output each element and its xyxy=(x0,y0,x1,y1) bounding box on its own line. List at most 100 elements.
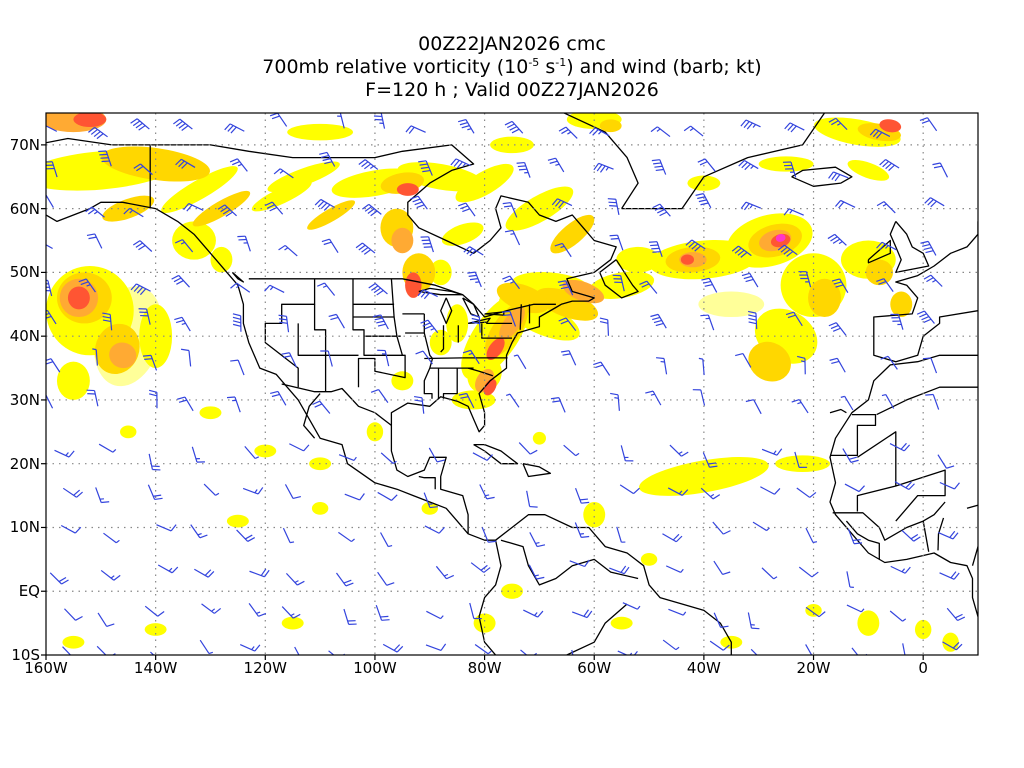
state-border-14 xyxy=(442,368,458,399)
wind-barb-132 xyxy=(462,349,480,365)
wind-barb-32 xyxy=(130,283,151,296)
guinea-liberia-border xyxy=(845,520,880,560)
wind-barb-163 xyxy=(574,488,590,504)
wind-barb-200 xyxy=(701,277,718,293)
vorticity-contour-24 xyxy=(446,304,469,343)
vorticity-contour-56 xyxy=(914,619,932,640)
vorticity-contour-35 xyxy=(687,175,721,191)
vorticity-contour-23 xyxy=(451,390,496,410)
wind-barb-254 xyxy=(876,201,896,214)
wind-barb-275 xyxy=(939,481,960,490)
wind-barb-127 xyxy=(450,158,471,169)
wind-barb-167 xyxy=(571,649,574,655)
vorticity-contour-98 xyxy=(486,337,505,361)
wind-barb-42 xyxy=(173,118,193,131)
wind-barb-78 xyxy=(289,443,310,452)
vorticity-contour-100 xyxy=(680,254,695,265)
vorticity-contour-44 xyxy=(254,444,277,458)
wind-barb-131 xyxy=(471,314,481,333)
wind-barb-56 xyxy=(224,123,245,134)
wind-barb-113 xyxy=(418,160,433,176)
wind-barb-103 xyxy=(372,314,389,330)
wind-barb-114 xyxy=(410,195,428,210)
wind-barb-10 xyxy=(60,524,82,534)
cuba-coast xyxy=(473,443,519,465)
vorticity-contour-96 xyxy=(396,183,419,196)
title-exponent-1: -5 xyxy=(528,56,540,69)
wind-barb-164 xyxy=(574,522,590,538)
wind-barb-16 xyxy=(85,206,105,218)
title-line-date: 00Z22JAN2026 cmc xyxy=(418,33,606,55)
vorticity-contour-8 xyxy=(139,304,173,369)
wind-barb-39 xyxy=(157,564,179,574)
wind-barb-248 xyxy=(847,528,863,545)
wind-barb-274 xyxy=(937,454,955,469)
wind-barb-161 xyxy=(550,397,566,413)
south-america-borders xyxy=(500,539,639,586)
wind-barb-173 xyxy=(599,317,610,336)
vorticity-contour-14 xyxy=(505,186,574,231)
wind-barb-63 xyxy=(226,396,241,413)
wind-barb-27 xyxy=(96,645,116,655)
wind-barb-106 xyxy=(380,452,397,465)
vorticity-contour-5 xyxy=(251,180,312,212)
wind-barb-150 xyxy=(529,532,546,548)
wind-barb-271 xyxy=(916,310,935,324)
wind-barb-82 xyxy=(281,606,301,619)
mali-border xyxy=(895,469,946,522)
title-unit-s: s xyxy=(539,56,556,78)
wind-barb-205 xyxy=(700,487,721,500)
wind-barb-265 xyxy=(902,643,906,655)
wind-barb-119 xyxy=(414,395,425,414)
wind-barbs xyxy=(46,113,966,655)
coastlines xyxy=(46,113,978,655)
wind-barb-29 xyxy=(133,163,153,176)
lon-label-0: 0 xyxy=(918,659,928,677)
wind-barb-253 xyxy=(879,159,900,172)
wind-barb-182 xyxy=(650,126,671,138)
wind-barb-140 xyxy=(504,120,524,134)
wind-barb-249 xyxy=(846,571,854,588)
wind-barb-197 xyxy=(697,158,716,172)
wind-barb-263 xyxy=(890,565,911,574)
vorticity-contour-60 xyxy=(62,635,85,649)
wind-barb-111 xyxy=(382,643,404,653)
vorticity-contour-102 xyxy=(879,119,902,133)
lat-label-eq: EQ xyxy=(18,582,40,601)
wind-barb-168 xyxy=(589,127,610,137)
wind-barb-25 xyxy=(100,569,121,581)
wind-barb-154 xyxy=(558,126,578,139)
wind-barb-179 xyxy=(609,565,630,575)
wind-barb-12 xyxy=(64,608,83,621)
wind-barb-172 xyxy=(612,274,625,292)
vorticity-contour-10 xyxy=(120,425,137,439)
wind-barb-108 xyxy=(380,532,393,548)
vorticity-contour-53 xyxy=(473,613,496,633)
title-wind-text: ) and wind (barb; kt) xyxy=(566,56,762,78)
wind-barb-255 xyxy=(876,241,897,251)
lon-label-100w: 100W xyxy=(353,659,397,677)
wind-barb-218 xyxy=(761,448,783,456)
wind-barb-231 xyxy=(791,398,809,414)
vorticity-contour-32 xyxy=(616,246,661,273)
wind-barb-277 xyxy=(939,571,960,580)
wind-barb-89 xyxy=(328,313,345,329)
wind-barb-166 xyxy=(571,609,593,619)
wind-barb-176 xyxy=(620,445,634,462)
wind-barb-206 xyxy=(712,521,731,535)
wind-barb-190 xyxy=(669,444,689,457)
state-border-15 xyxy=(467,367,494,377)
wind-barb-217 xyxy=(745,399,762,415)
title-variable-text: 700mb relative vorticity (10 xyxy=(262,56,529,78)
wind-barb-196 xyxy=(683,125,704,137)
lat-label-10n: 10N xyxy=(9,518,40,537)
wind-barb-233 xyxy=(796,487,817,498)
axis-ticks xyxy=(41,144,924,660)
wind-barb-144 xyxy=(502,275,520,290)
wind-barb-83 xyxy=(294,646,300,655)
wind-barb-47 xyxy=(174,316,191,332)
wind-barb-121 xyxy=(423,492,438,509)
vorticity-contour-103 xyxy=(775,234,786,242)
wind-barb-37 xyxy=(147,484,163,501)
